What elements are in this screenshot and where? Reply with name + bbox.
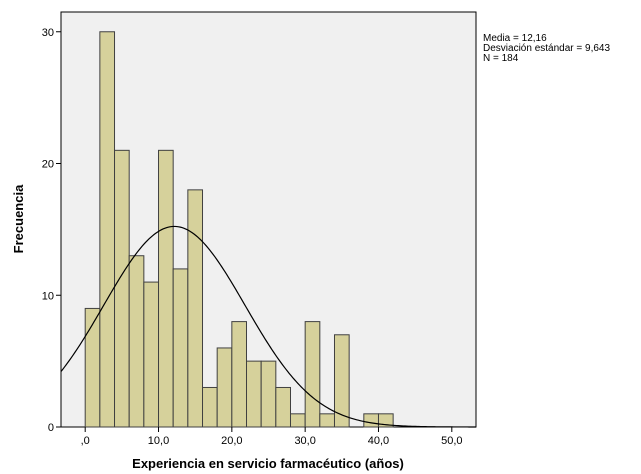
histogram-bars (84, 31, 394, 428)
stat-std-dev: Desviación estándar = 9,643 (483, 43, 611, 54)
y-tick-label: 10 (42, 290, 54, 302)
histogram-bar (128, 255, 145, 428)
x-tick-label: 30,0 (294, 435, 315, 447)
x-tick-label: 40,0 (368, 435, 389, 447)
histogram-bar (304, 321, 321, 428)
x-tick-label: 20,0 (221, 435, 242, 447)
histogram-bar (99, 31, 116, 428)
histogram-bar (84, 307, 101, 428)
y-tick-label: 30 (42, 27, 54, 39)
histogram-bar (377, 413, 394, 428)
histogram-bar (333, 334, 350, 428)
histogram-bar (114, 149, 130, 428)
histogram-bar (158, 149, 174, 428)
y-tick-label: 20 (42, 159, 54, 171)
histogram-bar (246, 360, 262, 428)
histogram-bar (143, 281, 160, 428)
stat-n: N = 184 (483, 53, 519, 64)
histogram-bar (172, 268, 189, 428)
histogram-bar (231, 321, 248, 428)
x-axis: ,0 10,0 20,0 30,0 40,0 50,0 (81, 427, 463, 447)
y-axis-title: Frecuencia (11, 184, 26, 253)
y-axis: 0 10 20 30 (42, 27, 61, 434)
y-tick-label: 0 (48, 422, 54, 434)
normal-curve (60, 225, 476, 428)
histogram-bar (216, 347, 233, 428)
histogram-bar (275, 386, 291, 428)
x-axis-title: Experiencia en servicio farmacéutico (añ… (132, 456, 404, 471)
histogram-bar (319, 413, 335, 428)
stat-mean: Media = 12,16 (483, 33, 547, 44)
x-tick-label: 10,0 (148, 435, 169, 447)
histogram-bar (187, 189, 204, 428)
statistics-box: Media = 12,16 Desviación estándar = 9,64… (483, 34, 610, 64)
x-tick-label: ,0 (81, 435, 90, 447)
histogram-bar (363, 413, 379, 428)
histogram-bar (260, 360, 277, 428)
histogram-bar (202, 386, 218, 428)
histogram-bar (289, 413, 306, 428)
x-tick-label: 50,0 (441, 435, 462, 447)
